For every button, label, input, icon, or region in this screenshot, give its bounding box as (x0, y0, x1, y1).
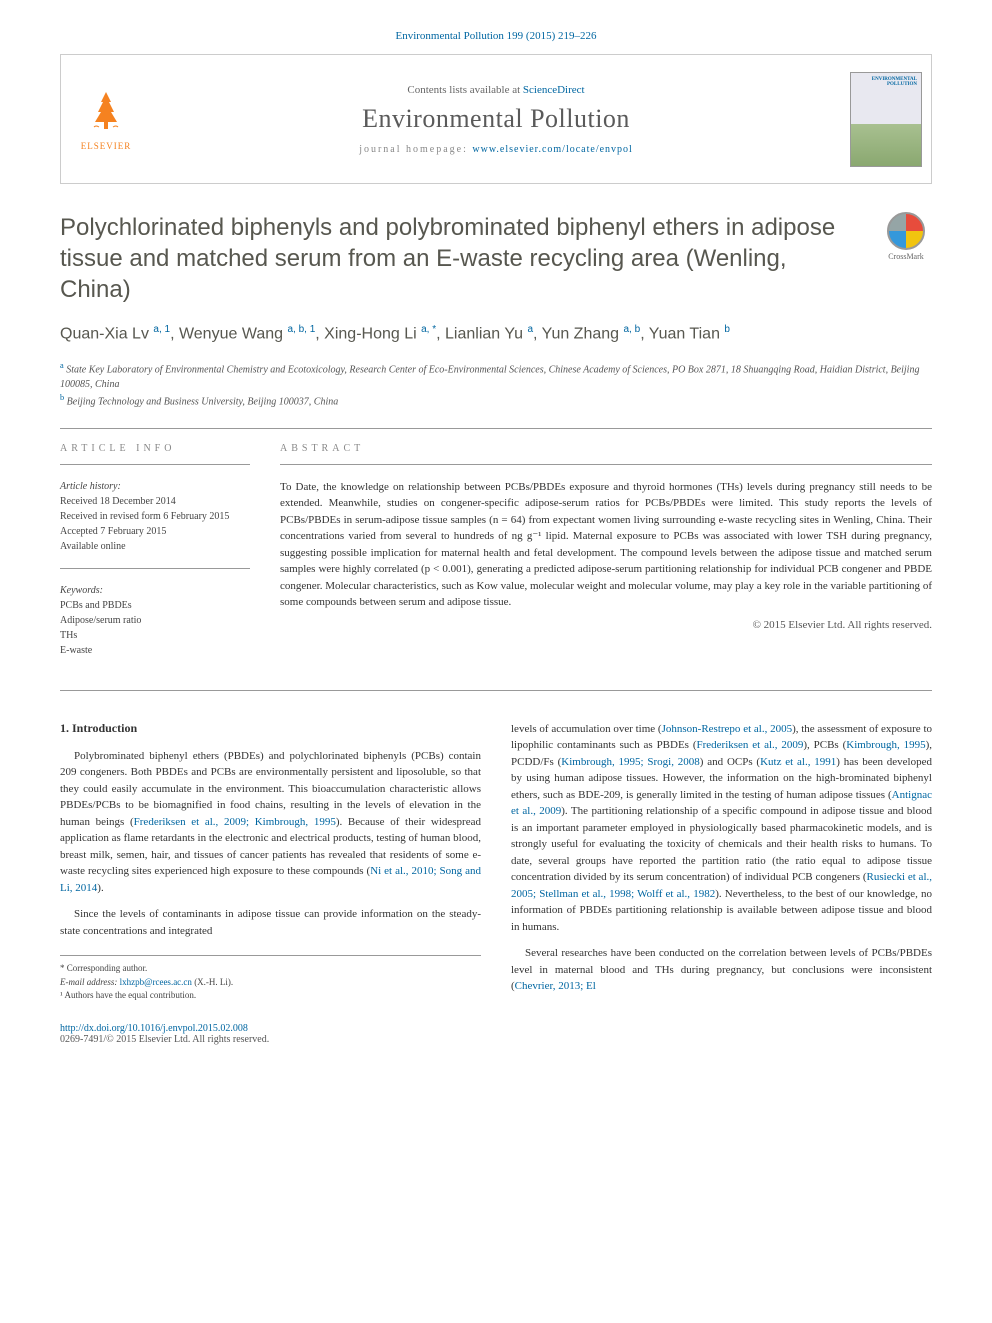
affiliation-a: a State Key Laboratory of Environmental … (60, 360, 932, 392)
citation-line: Environmental Pollution 199 (2015) 219–2… (60, 30, 932, 42)
article-history: Article history: Received 18 December 20… (60, 479, 250, 554)
copyright-line: © 2015 Elsevier Ltd. All rights reserved… (280, 619, 932, 631)
author-list: Quan-Xia Lv a, 1, Wenyue Wang a, b, 1, X… (60, 322, 932, 346)
paragraph: levels of accumulation over time (Johnso… (511, 721, 932, 936)
abstract: ABSTRACT To Date, the knowledge on relat… (280, 443, 932, 672)
publisher-name: ELSEVIER (81, 141, 132, 151)
paragraph: Several researches have been conducted o… (511, 945, 932, 995)
header-center: Contents lists available at ScienceDirec… (151, 55, 841, 183)
crossmark-badge[interactable]: CrossMark (880, 212, 932, 261)
title-row: Polychlorinated biphenyls and polybromin… (60, 212, 932, 306)
publisher-logo[interactable]: ELSEVIER (61, 55, 151, 183)
paragraph: Polybrominated biphenyl ethers (PBDEs) a… (60, 748, 481, 897)
abstract-text: To Date, the knowledge on relationship b… (280, 479, 932, 611)
paragraph: Since the levels of contaminants in adip… (60, 906, 481, 939)
footer: http://dx.doi.org/10.1016/j.envpol.2015.… (60, 1023, 481, 1045)
divider (60, 690, 932, 691)
article-info: ARTICLE INFO Article history: Received 1… (60, 443, 250, 672)
affiliations: a State Key Laboratory of Environmental … (60, 360, 932, 410)
reference-link[interactable]: Johnson-Restrepo et al., 2005 (662, 723, 792, 735)
cover-image: ENVIRONMENTAL POLLUTION (850, 72, 922, 167)
contents-list-line: Contents lists available at ScienceDirec… (407, 84, 584, 96)
equal-contribution: ¹ Authors have the equal contribution. (60, 989, 481, 1003)
sciencedirect-link[interactable]: ScienceDirect (523, 84, 585, 96)
keywords-block: Keywords: PCBs and PBDEs Adipose/serum r… (60, 583, 250, 658)
homepage-line: journal homepage: www.elsevier.com/locat… (359, 144, 633, 155)
email-line: E-mail address: lxhzpb@rcees.ac.cn (X.-H… (60, 976, 481, 990)
journal-header: ELSEVIER Contents lists available at Sci… (60, 54, 932, 184)
right-column: levels of accumulation over time (Johnso… (511, 721, 932, 1045)
body-columns: 1. Introduction Polybrominated biphenyl … (60, 721, 932, 1045)
affiliation-b: b Beijing Technology and Business Univer… (60, 392, 932, 409)
reference-link[interactable]: Frederiksen et al., 2009 (697, 739, 804, 751)
footnotes: * Corresponding author. E-mail address: … (60, 955, 481, 1003)
section-heading: 1. Introduction (60, 721, 481, 736)
article-info-heading: ARTICLE INFO (60, 443, 250, 454)
abstract-heading: ABSTRACT (280, 443, 932, 454)
reference-link[interactable]: Kimbrough, 1995 (846, 739, 925, 751)
email-link[interactable]: lxhzpb@rcees.ac.cn (120, 977, 192, 987)
reference-link[interactable]: Kimbrough, 1995; Srogi, 2008 (561, 756, 700, 768)
reference-link[interactable]: Chevrier, 2013; El (515, 980, 596, 992)
doi-link[interactable]: http://dx.doi.org/10.1016/j.envpol.2015.… (60, 1023, 248, 1034)
reference-link[interactable]: Frederiksen et al., 2009; Kimbrough, 199… (134, 816, 336, 828)
article-title: Polychlorinated biphenyls and polybromin… (60, 212, 860, 306)
issn-line: 0269-7491/© 2015 Elsevier Ltd. All right… (60, 1034, 481, 1045)
info-abstract-row: ARTICLE INFO Article history: Received 1… (60, 443, 932, 672)
page: Environmental Pollution 199 (2015) 219–2… (0, 0, 992, 1085)
divider (60, 428, 932, 429)
journal-cover[interactable]: ENVIRONMENTAL POLLUTION (841, 55, 931, 183)
homepage-url[interactable]: www.elsevier.com/locate/envpol (472, 144, 632, 155)
corresponding-author: * Corresponding author. (60, 962, 481, 976)
reference-link[interactable]: Kutz et al., 1991 (760, 756, 836, 768)
journal-title: Environmental Pollution (362, 104, 630, 134)
crossmark-icon (887, 212, 925, 250)
left-column: 1. Introduction Polybrominated biphenyl … (60, 721, 481, 1045)
elsevier-tree-icon (81, 87, 131, 137)
